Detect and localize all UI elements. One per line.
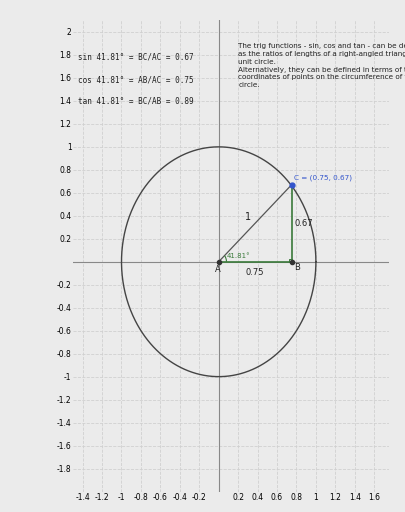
Text: cos 41.81° = AB/AC = 0.75: cos 41.81° = AB/AC = 0.75 (78, 76, 193, 84)
Text: 41.81°: 41.81° (227, 253, 251, 259)
Text: 0.67: 0.67 (294, 219, 313, 228)
Text: C = (0.75, 0.67): C = (0.75, 0.67) (294, 175, 352, 181)
Text: sin 41.81° = BC/AC = 0.67: sin 41.81° = BC/AC = 0.67 (78, 53, 193, 61)
Text: B: B (294, 263, 300, 272)
Text: A: A (215, 265, 221, 274)
Text: 0.75: 0.75 (246, 268, 264, 277)
Text: The trig functions - sin, cos and tan - can be defined
as the ratios of lengths : The trig functions - sin, cos and tan - … (238, 44, 405, 88)
Text: tan 41.81° = BC/AB = 0.89: tan 41.81° = BC/AB = 0.89 (78, 96, 193, 105)
Text: 1: 1 (245, 212, 252, 222)
Polygon shape (290, 259, 292, 262)
